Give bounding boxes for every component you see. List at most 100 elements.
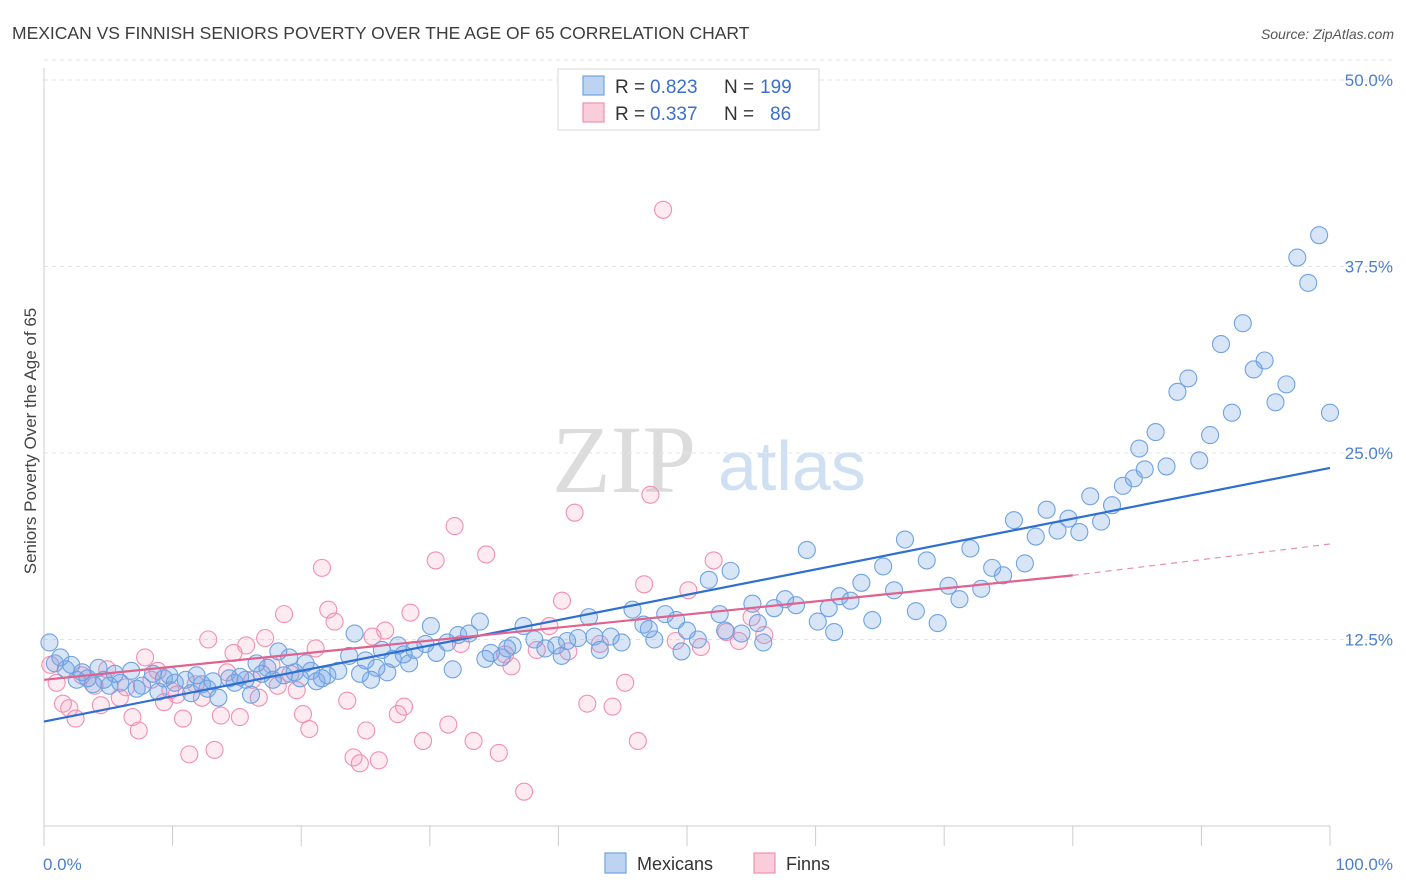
legend-r-value-mexicans: 0.823 — [650, 77, 698, 98]
finns-point — [717, 622, 736, 642]
finns-point — [369, 751, 388, 770]
legend-n-value-finns: 86 — [770, 104, 791, 125]
finns-point — [666, 631, 685, 651]
finns-point — [641, 485, 660, 504]
mexicans-point — [786, 596, 806, 615]
mexicans-point — [972, 579, 991, 598]
mexicans-point — [1015, 554, 1034, 573]
mexicans-point — [361, 670, 380, 689]
mexicans-point — [1157, 457, 1176, 476]
mexicans-point — [1299, 273, 1318, 292]
mexicans-point — [645, 630, 664, 649]
mexicans-point — [400, 654, 419, 673]
mexicans-point — [498, 639, 517, 658]
mexicans-point — [950, 590, 969, 609]
legend-n-label-mexicans: N = — [724, 77, 754, 98]
legend-box: R = 0.823 N = 199 R = 0.337 N = 86 — [557, 68, 820, 131]
mexicans-point — [1211, 335, 1231, 354]
watermark-atlas: atlas — [718, 427, 866, 505]
finns-point — [338, 691, 357, 710]
finns-point — [192, 688, 211, 707]
x-tick-label-min: 0.0% — [43, 855, 82, 874]
mexicans-point — [825, 622, 844, 642]
finns-point — [603, 697, 622, 716]
legend-n-value-mexicans: 199 — [760, 77, 792, 98]
mexicans-point — [536, 639, 555, 658]
mexicans-point — [111, 673, 130, 692]
chart-source: Source: ZipAtlas.com — [1261, 26, 1394, 42]
mexicans-point — [1201, 426, 1220, 445]
mexicans-point — [470, 612, 489, 631]
mexicans-point — [1004, 511, 1023, 530]
mexicans-point — [1168, 382, 1187, 401]
finns-point — [635, 575, 654, 594]
finns-point — [325, 612, 344, 631]
finns-point — [426, 551, 445, 570]
mexicans-point — [1277, 375, 1296, 394]
finns-point — [275, 605, 294, 624]
finns-point — [439, 715, 458, 734]
finns-point — [306, 639, 325, 658]
mexicans-point — [688, 630, 707, 649]
mexicans-point — [612, 633, 631, 652]
finns-point — [312, 558, 332, 577]
mexicans-point — [318, 666, 337, 685]
mexicans-point — [716, 621, 735, 640]
finns-point — [136, 648, 155, 667]
mexicans-point — [1233, 314, 1252, 333]
finns-point — [350, 754, 369, 773]
mexicans-point — [187, 666, 206, 685]
legend-n-label-finns: N = — [724, 104, 754, 125]
mexicans-point — [863, 611, 882, 630]
mexicans-point — [329, 661, 348, 680]
mexicans-point — [421, 617, 440, 636]
finns-point — [300, 719, 319, 739]
legend-r-label-finns: R = — [615, 104, 645, 125]
finns-point — [704, 551, 723, 570]
mexicans-point — [1092, 512, 1111, 531]
mexicans-point — [808, 612, 827, 631]
mexicans-point — [1310, 226, 1329, 245]
mexicans-point — [443, 660, 462, 679]
mexicans-point — [656, 605, 675, 624]
finns-point — [578, 694, 597, 713]
watermark-zip: ZIP — [552, 406, 696, 513]
mexicans-point — [939, 576, 958, 595]
mexicans-point — [885, 581, 904, 600]
finns-point — [445, 517, 464, 536]
watermark: ZIP atlas — [552, 406, 866, 513]
finns-point — [256, 628, 275, 648]
finns-point — [552, 591, 572, 610]
mexicans-point — [345, 624, 364, 643]
legend-r-value-finns: 0.337 — [650, 104, 698, 125]
finns-point — [477, 545, 496, 564]
mexicans-point — [1320, 403, 1340, 422]
mexicans-point — [1081, 487, 1100, 506]
finns-point — [395, 697, 414, 716]
mexicans-point — [1037, 500, 1056, 519]
finns-point — [180, 745, 199, 764]
mexicans-point — [242, 685, 261, 704]
mexicans-point — [89, 658, 108, 677]
chart-title: MEXICAN VS FINNISH SENIORS POVERTY OVER … — [12, 23, 750, 43]
mexicans-point — [1130, 439, 1149, 458]
mexicans-point — [492, 648, 511, 667]
mexicans-point — [721, 561, 740, 580]
mexicans-point — [1113, 476, 1132, 495]
mexicans-point — [917, 551, 936, 570]
mexicans-point — [994, 566, 1013, 585]
mexicans-point — [895, 530, 915, 549]
finns-point — [148, 661, 167, 680]
mexicans-points — [40, 226, 1340, 707]
bottom-legend-label-finns: Finns — [786, 854, 830, 874]
mexicans-point — [1288, 248, 1307, 267]
mexicans-point — [378, 663, 397, 682]
mexicans-point — [1190, 451, 1209, 470]
mexicans-point — [154, 669, 173, 688]
y-axis-label: Seniors Poverty Over the Age of 65 — [21, 308, 40, 574]
mexicans-point — [133, 676, 152, 695]
finns-point — [211, 706, 230, 725]
legend-swatch-finns — [582, 102, 605, 123]
mexicans-point — [639, 620, 658, 639]
